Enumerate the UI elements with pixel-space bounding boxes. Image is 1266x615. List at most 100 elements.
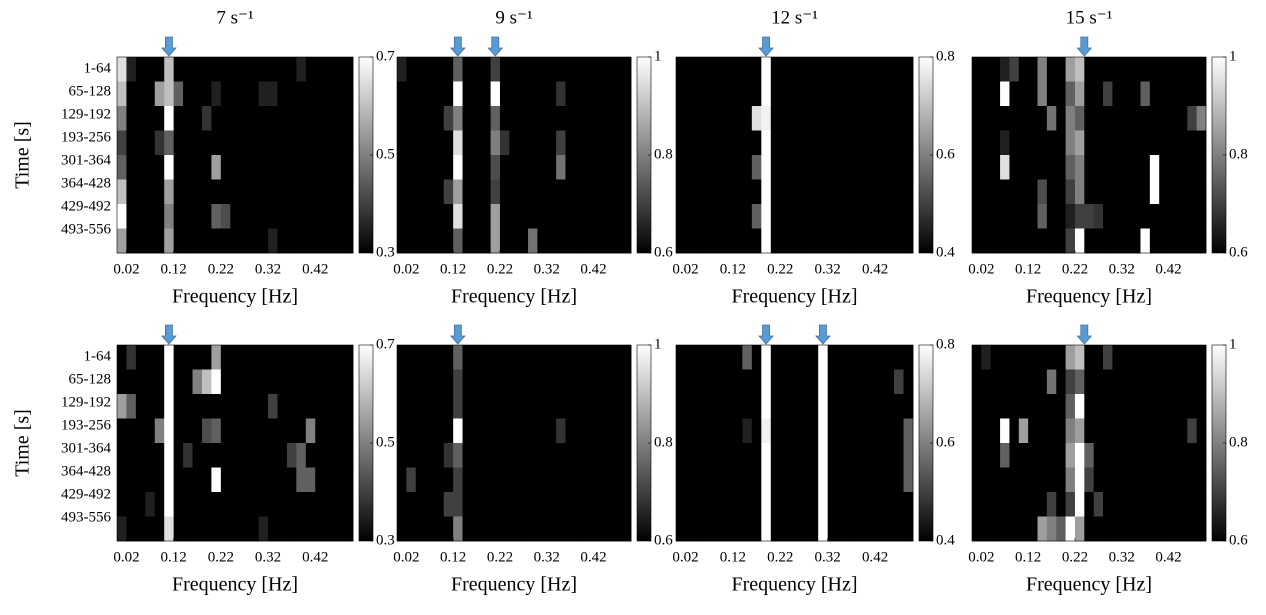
heatmap-cell [612,130,623,156]
plot-frame [116,56,354,254]
heatmap-cell [537,106,548,131]
heatmap-cell [1028,228,1038,254]
heatmap-cell [1131,369,1141,395]
heatmap-cell [704,204,715,229]
colorbar-tick-label: 0.6 [936,146,955,162]
heatmap-cell [1093,516,1104,542]
heatmap-cell [249,492,259,517]
heatmap-cell [981,492,992,517]
heatmap-cell [230,204,241,229]
heatmap-cell [846,492,857,517]
heatmap-cell [865,492,876,517]
heatmap-cell [453,57,463,82]
heatmap-cell [593,443,604,468]
heatmap-cell [1009,516,1020,542]
heatmap-cell [1131,106,1141,131]
heatmap-cell [704,492,715,517]
y-tick-label: 193-256 [61,417,111,433]
heatmap-cell [406,179,417,205]
heatmap-cell [305,228,316,254]
heatmap-cell [173,106,184,131]
heatmap-cell [846,443,857,468]
heatmap-cell [732,492,743,517]
heatmap-cell [621,155,632,180]
arrow [161,36,177,57]
heatmap-cell [1065,492,1076,517]
heatmap-cell [621,418,632,444]
colorbar-tick-label: 0.8 [936,48,955,64]
heatmap-cell [343,345,354,370]
heatmap-cell [286,345,297,370]
heatmap-cell [713,516,724,542]
heatmap-cell [713,81,724,107]
heatmap-cell [621,228,632,254]
heatmap-cell [1093,394,1104,419]
heatmap-cell [808,204,819,229]
heatmap-cell [183,204,193,229]
x-tick-label: 0.12 [161,549,187,565]
heatmap-cell [296,106,307,131]
heatmap-cell [732,81,743,107]
heatmap-cell [894,467,904,493]
heatmap-cell [499,228,510,254]
heatmap-cell [406,418,417,444]
heatmap-cell [286,443,297,468]
heatmap-cell [499,130,510,156]
heatmap-cell [1009,155,1020,180]
heatmap-cell [574,155,585,180]
heatmap-cell [1187,204,1198,229]
heatmap-cell [1196,81,1207,107]
heatmap-cell [268,492,278,517]
heatmap-cell [1131,179,1141,205]
x-tick-label: 0.22 [487,261,513,277]
heatmap-cell [135,204,146,229]
heatmap-cell [780,418,791,444]
heatmap-cell [546,204,557,229]
heatmap-cell [528,179,538,205]
heatmap-cell [192,57,203,82]
heatmap-cell [126,81,137,107]
heatmap-cell [145,418,156,444]
y-tick-label: 301-364 [61,152,111,168]
heatmap-cell [612,418,623,444]
heatmap-cell [220,516,231,542]
heatmap-cell [1009,492,1020,517]
heatmap-cell [1018,204,1029,229]
heatmap-cell [1074,418,1085,444]
heatmap-cell [1046,106,1057,131]
heatmap-cell [990,492,1001,517]
heatmap-cell [846,228,857,254]
heatmap-cell [602,369,613,395]
heatmap-cell [1037,57,1048,82]
heatmap-cell [528,228,538,254]
heatmap-cell [453,106,463,131]
heatmap-cell [972,179,982,205]
heatmap-cell [1056,106,1066,131]
heatmap-cell [117,516,127,542]
y-tick-label: 1-64 [84,60,112,76]
heatmap-cell [884,179,895,205]
heatmap-cell [126,179,137,205]
heatmap-cell [865,81,876,107]
heatmap-cell [565,155,576,180]
heatmap-cell [343,418,354,444]
heatmap-cell [1159,345,1169,370]
heatmap-cell [239,106,250,131]
heatmap-cell [808,179,819,205]
heatmap-cell [509,106,520,131]
heatmap-cell [462,418,473,444]
heatmap-cell [315,443,326,468]
heatmap-cell [981,228,992,254]
x-tick-label: 0.42 [580,549,606,565]
heatmap-cell [837,369,848,395]
heatmap-cell [818,57,829,82]
heatmap-cell [894,204,904,229]
heatmap-cell [981,345,992,370]
heatmap-cell [499,394,510,419]
heatmap-cell [397,228,407,254]
heatmap-cell [286,204,297,229]
heatmap-cell [818,81,829,107]
heatmap-cell [1131,467,1141,493]
heatmap-cell [443,345,454,370]
heatmap-cell [397,467,407,493]
